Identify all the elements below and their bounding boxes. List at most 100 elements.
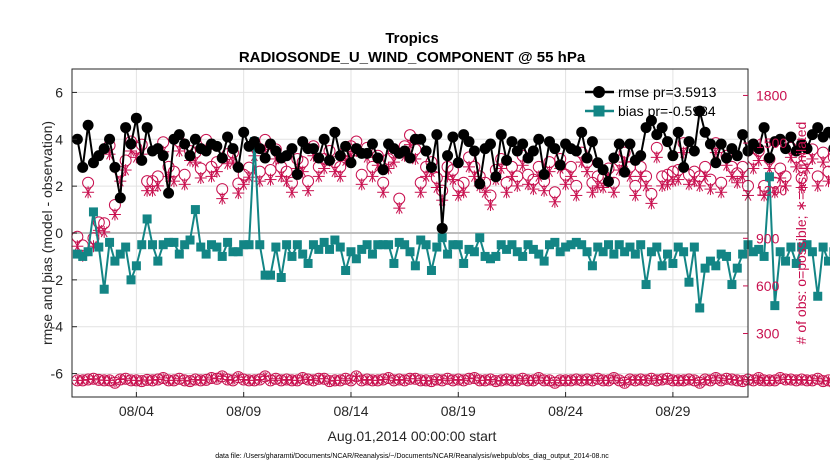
- rmse-point: [340, 140, 352, 152]
- bias-point: [807, 247, 817, 257]
- bias-point: [657, 261, 667, 271]
- bias-point: [791, 258, 801, 268]
- legend-rmse-label: rmse pr=3.5913: [618, 84, 717, 100]
- rmse-point: [737, 129, 749, 141]
- obs-assimilated-point: [693, 179, 706, 192]
- rmse-point: [71, 133, 83, 145]
- bias-point: [110, 256, 120, 266]
- obs-assimilated-point: [194, 171, 207, 184]
- bias-point: [303, 258, 313, 268]
- rmse-point: [645, 115, 657, 127]
- obs-assimilated-point: [736, 170, 749, 183]
- bias-point: [78, 251, 88, 261]
- y2-tick-label: 1500: [756, 135, 787, 151]
- rmse-point: [774, 133, 786, 145]
- rmse-point: [801, 143, 813, 155]
- y2-axis-label: # of obs: o=possible; ∗=assimilated: [793, 122, 809, 345]
- bias-series: [72, 137, 830, 313]
- legend: rmse pr=3.5913 bias pr=-0.5984: [585, 84, 717, 119]
- bias-point: [646, 247, 656, 257]
- rmse-point: [222, 131, 234, 143]
- bias-point: [180, 240, 190, 250]
- rmse-point: [484, 138, 496, 150]
- bias-point: [534, 249, 544, 259]
- bias-point: [94, 242, 104, 252]
- obs-assimilated-point: [420, 170, 433, 183]
- rmse-point: [141, 122, 153, 134]
- obs-assimilated-point: [570, 189, 583, 202]
- bias-point: [754, 244, 764, 254]
- bias-point: [561, 242, 571, 252]
- rmse-point: [688, 145, 700, 157]
- rmse-point: [554, 159, 566, 171]
- bias-point: [738, 249, 748, 259]
- obs-assimilated-point: [640, 179, 653, 192]
- obs-assimilated-point: [484, 198, 497, 211]
- bias-point: [689, 242, 699, 252]
- obs-low-possible-point: [827, 378, 830, 388]
- bias-point: [196, 242, 206, 252]
- obs-assimilated-point: [98, 225, 111, 238]
- rmse-point: [82, 119, 94, 131]
- y2-tick-label: 300: [756, 326, 780, 342]
- obs-assimilated-point: [817, 156, 830, 169]
- bias-point: [582, 247, 592, 257]
- bias-point: [105, 237, 115, 247]
- rmse-point: [98, 143, 110, 155]
- bias-point: [292, 240, 302, 250]
- bias-point: [373, 240, 383, 250]
- obs-assimilated-point: [285, 186, 298, 199]
- rmse-point: [163, 187, 175, 199]
- obs-assimilated-point: [688, 175, 701, 188]
- bias-point: [775, 247, 785, 257]
- bias-point: [83, 247, 93, 257]
- rmse-point: [377, 164, 389, 176]
- rmse-point: [254, 143, 266, 155]
- rmse-point: [136, 154, 148, 166]
- bias-point: [206, 240, 216, 250]
- bias-point: [668, 258, 678, 268]
- obs-assimilated-point: [752, 154, 765, 167]
- bias-point: [319, 237, 329, 247]
- obs-assimilated-point: [302, 184, 315, 197]
- y2-tick-label: 600: [756, 278, 780, 294]
- obs-assimilated-point: [801, 162, 814, 175]
- rmse-point: [259, 152, 271, 164]
- bias-point: [115, 249, 125, 259]
- rmse-point: [345, 157, 357, 169]
- obs-assimilated-point: [243, 171, 256, 184]
- rmse-point: [77, 161, 89, 173]
- obs-assimilated-point: [516, 159, 529, 172]
- obs-assimilated-point: [634, 170, 647, 183]
- rmse-point: [468, 145, 480, 157]
- rmse-point: [683, 136, 695, 148]
- rmse-point: [286, 143, 298, 155]
- bias-point: [748, 247, 758, 257]
- obs-assimilated-point: [393, 202, 406, 215]
- rmse-point: [704, 138, 716, 150]
- bias-point: [217, 251, 227, 261]
- bias-point: [491, 251, 501, 261]
- rmse-point: [822, 126, 830, 138]
- obs-assimilated-point: [216, 192, 229, 205]
- bias-point: [233, 247, 243, 257]
- obs-assimilated-point: [387, 156, 400, 169]
- bias-point: [437, 233, 447, 243]
- bias-point: [164, 237, 174, 247]
- y-tick-label: 0: [55, 225, 63, 241]
- rmse-point: [130, 112, 142, 124]
- bias-point: [544, 240, 554, 250]
- obs-low-assimilated-point: [351, 371, 361, 381]
- obs-assimilated-point: [822, 175, 830, 188]
- bias-point: [394, 237, 404, 247]
- obs-low-possible-point: [822, 374, 830, 387]
- bias-point: [384, 240, 394, 250]
- obs-assimilated-point: [414, 186, 427, 199]
- rmse-point: [334, 150, 346, 162]
- obs-assimilated-point: [82, 186, 95, 199]
- bias-point: [276, 273, 286, 283]
- obs-assimilated-point: [586, 186, 599, 199]
- y-tick-label: -4: [51, 319, 64, 335]
- rmse-point: [125, 138, 137, 150]
